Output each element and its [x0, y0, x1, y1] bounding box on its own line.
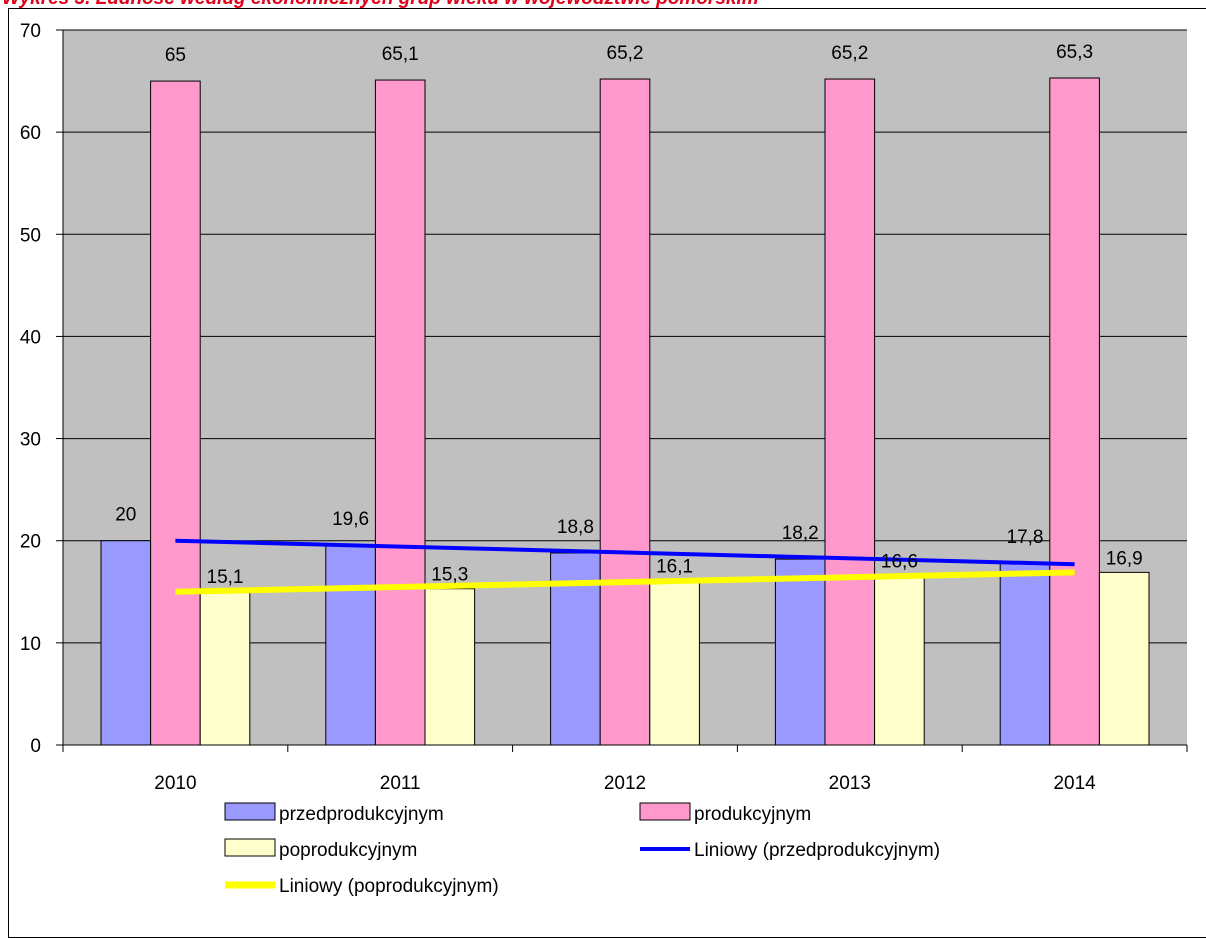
data-label-produkcyjnym: 65	[165, 45, 186, 66]
bar-produkcyjnym	[150, 80, 201, 746]
x-tick-label: 2013	[829, 773, 871, 794]
legend-swatch	[224, 802, 276, 821]
y-tick-label: 60	[20, 123, 41, 144]
data-label-produkcyjnym: 65,1	[382, 44, 419, 65]
data-label-przedprodukcyjnym: 19,6	[332, 509, 369, 530]
legend-label: przedprodukcyjnym	[279, 804, 444, 825]
chart-title: Wykres 3. Ludność według ekonomicznych g…	[0, 0, 1206, 9]
legend-label: poprodukcyjnym	[279, 840, 417, 861]
bar-poprodukcyjnym	[649, 580, 700, 746]
y-tick-label: 10	[20, 634, 41, 655]
legend-swatch	[639, 802, 691, 821]
data-label-poprodukcyjnym: 16,1	[656, 557, 693, 578]
bar-poprodukcyjnym	[1098, 571, 1150, 746]
data-label-poprodukcyjnym: 15,3	[431, 565, 468, 586]
data-label-produkcyjnym: 65,2	[831, 43, 868, 64]
data-label-przedprodukcyjnym: 20	[115, 505, 136, 526]
bar-produkcyjnym	[1049, 77, 1100, 746]
x-tick-label: 2012	[604, 773, 646, 794]
data-label-poprodukcyjnym: 16,9	[1106, 548, 1143, 569]
bar-przedprodukcyjnym	[999, 562, 1051, 746]
legend-label: Liniowy (poprodukcyjnym)	[279, 876, 499, 897]
data-label-produkcyjnym: 65,3	[1056, 42, 1093, 63]
data-label-produkcyjnym: 65,2	[607, 43, 644, 64]
data-label-poprodukcyjnym: 15,1	[207, 567, 244, 588]
y-tick-label: 50	[20, 225, 41, 246]
y-tick-label: 0	[30, 736, 41, 757]
data-label-przedprodukcyjnym: 17,8	[1007, 527, 1044, 548]
data-label-poprodukcyjnym: 16,6	[881, 551, 918, 572]
bar-przedprodukcyjnym	[774, 558, 826, 746]
legend-swatch	[224, 838, 276, 857]
y-tick-label: 20	[20, 532, 41, 553]
bar-poprodukcyjnym	[199, 590, 251, 746]
bar-przedprodukcyjnym	[100, 540, 152, 746]
bar-produkcyjnym	[599, 78, 651, 746]
trendline-poprodukcyjnym	[175, 569, 1075, 595]
y-tick-label: 30	[20, 430, 41, 451]
trendline-przedprodukcyjnym	[175, 538, 1075, 567]
bar-przedprodukcyjnym	[325, 544, 376, 746]
bar-produkcyjnym	[824, 78, 876, 746]
y-tick-label: 40	[20, 327, 41, 348]
x-tick-label: 2010	[154, 773, 196, 794]
legend-label: Liniowy (przedprodukcyjnym)	[694, 840, 940, 861]
data-label-przedprodukcyjnym: 18,8	[557, 517, 594, 538]
x-tick-label: 2014	[1053, 773, 1096, 794]
legend-label: produkcyjnym	[694, 804, 811, 825]
bar-poprodukcyjnym	[424, 588, 476, 746]
x-tick-label: 2011	[380, 773, 421, 794]
y-tick-label: 70	[20, 21, 41, 42]
bar-produkcyjnym	[374, 79, 426, 746]
bar-poprodukcyjnym	[874, 574, 925, 746]
data-label-przedprodukcyjnym: 18,2	[782, 523, 819, 544]
